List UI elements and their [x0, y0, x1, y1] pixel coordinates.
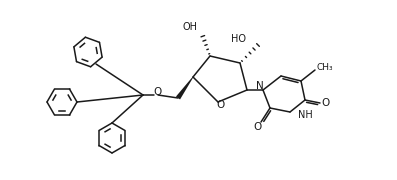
Text: NH: NH [298, 110, 313, 120]
Text: O: O [154, 87, 162, 97]
Text: N: N [256, 81, 264, 91]
Text: O: O [254, 122, 262, 132]
Text: O: O [322, 98, 330, 108]
Text: OH: OH [183, 22, 197, 32]
Text: HO: HO [231, 34, 246, 44]
Text: CH₃: CH₃ [317, 63, 333, 72]
Polygon shape [176, 77, 193, 100]
Text: O: O [217, 100, 225, 110]
